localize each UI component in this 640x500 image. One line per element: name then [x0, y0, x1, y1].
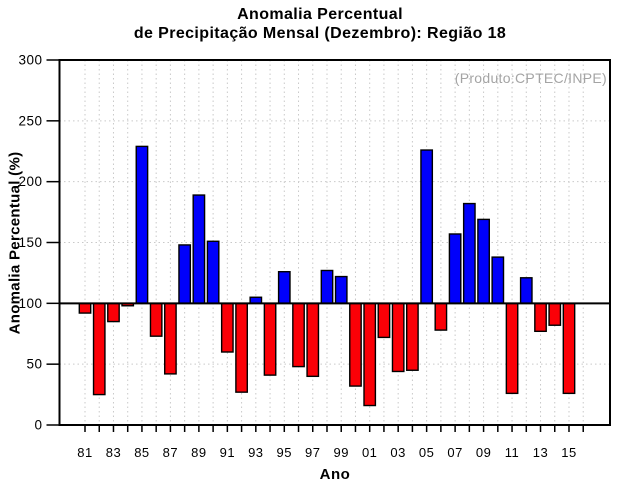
- y-tick-label: 150: [18, 235, 42, 250]
- x-tick-label: 07: [447, 445, 462, 460]
- x-tick-label: 05: [419, 445, 434, 460]
- x-tick-label: 09: [476, 445, 491, 460]
- bar-86: [149, 302, 163, 337]
- chart-title: Anomalia Percentual: [237, 6, 403, 23]
- bar-81: [78, 302, 92, 314]
- bar-83: [107, 302, 120, 323]
- bar-03: [391, 302, 405, 373]
- bar-88: [178, 244, 192, 305]
- x-axis-label: Ano: [319, 466, 351, 483]
- x-tick-label: 89: [191, 445, 206, 460]
- bar-96: [292, 302, 305, 368]
- y-tick-label: 0: [34, 418, 42, 433]
- y-tick-label: 100: [18, 296, 42, 311]
- bar-85: [135, 145, 149, 305]
- bar-09: [477, 218, 490, 305]
- bar-90: [206, 240, 220, 305]
- y-tick-label: 200: [18, 174, 42, 189]
- bar-92: [235, 302, 248, 393]
- bar-06: [434, 302, 448, 331]
- bar-87: [164, 302, 177, 375]
- x-tick-label: 93: [248, 445, 263, 460]
- x-tick-label: 11: [505, 445, 520, 460]
- source-annotation: (Produto:CPTEC/INPE): [454, 70, 607, 86]
- y-tick-label: 300: [18, 53, 42, 68]
- bar-91: [220, 302, 234, 353]
- chart-subtitle: de Precipitação Mensal (Dezembro): Regiã…: [133, 25, 507, 42]
- bar-15: [562, 302, 576, 395]
- x-tick-label: 81: [77, 445, 92, 460]
- bar-95: [277, 271, 291, 305]
- y-tick-label: 50: [26, 357, 42, 372]
- bar-11: [505, 302, 519, 395]
- x-tick-label: 15: [561, 445, 576, 460]
- bar-94: [263, 302, 277, 376]
- bar-07: [448, 233, 462, 305]
- x-tick-label: 97: [305, 445, 320, 460]
- bar-98: [320, 269, 334, 305]
- x-tick-label: 85: [134, 445, 149, 460]
- bar-01: [363, 302, 377, 407]
- bar-13: [534, 302, 547, 333]
- x-tick-label: 83: [106, 445, 121, 460]
- x-tick-label: 99: [333, 445, 348, 460]
- bar-04: [406, 302, 419, 371]
- x-tick-label: 87: [163, 445, 178, 460]
- x-tick-label: 01: [362, 445, 377, 460]
- bar-97: [306, 302, 320, 378]
- bar-02: [377, 302, 391, 339]
- bar-05: [420, 149, 434, 305]
- bar-89: [192, 194, 206, 305]
- bar-12: [519, 277, 533, 305]
- x-tick-label: 95: [277, 445, 292, 460]
- x-tick-label: 91: [220, 445, 235, 460]
- bar-82: [92, 302, 106, 396]
- x-tick-label: 13: [533, 445, 548, 460]
- bar-10: [491, 256, 505, 305]
- bar-14: [548, 302, 562, 326]
- bar-99: [334, 275, 348, 305]
- x-tick-label: 03: [390, 445, 405, 460]
- bar-00: [349, 302, 362, 387]
- y-tick-label: 250: [18, 113, 42, 128]
- bar-08: [462, 202, 476, 305]
